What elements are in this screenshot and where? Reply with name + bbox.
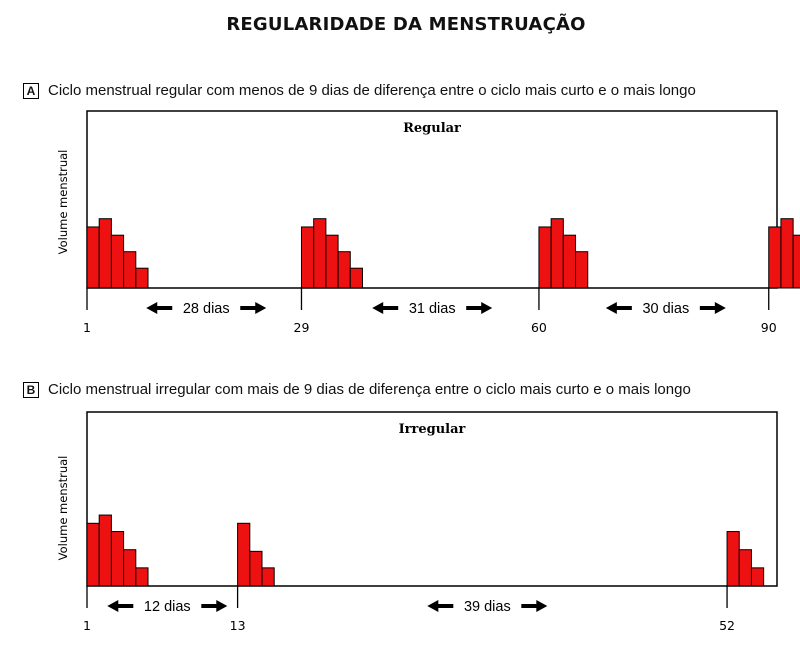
bar (538, 226, 552, 289)
bar-group-90 (768, 218, 800, 289)
arrow-left-icon (372, 302, 399, 314)
bar-group-13 (237, 522, 275, 587)
panel-a-heading: A Ciclo menstrual regular com menos de 9… (23, 82, 696, 99)
interval-label: 30 dias (642, 301, 689, 317)
bar (237, 522, 251, 587)
tick-label: 1 (83, 320, 91, 335)
interval-label: 28 dias (183, 301, 230, 317)
bar (562, 234, 577, 289)
chart-frame (86, 110, 778, 289)
bar (550, 218, 564, 289)
chart-title: Regular (403, 121, 461, 136)
bar (768, 226, 782, 289)
bar (110, 234, 125, 289)
bar (135, 567, 149, 587)
chart-frame (86, 411, 778, 587)
bar (750, 567, 765, 587)
interval-label: 39 dias (464, 599, 511, 615)
interval-label: 31 dias (409, 301, 456, 317)
bar (98, 218, 112, 289)
panel-a-heading-text: Ciclo menstrual regular com menos de 9 d… (48, 82, 696, 99)
bar (575, 251, 589, 289)
bar (313, 218, 327, 289)
bar-group-1 (86, 218, 149, 289)
bar-group-52 (726, 531, 765, 587)
tick-label: 60 (531, 320, 547, 335)
panel-a-letter: A (23, 82, 39, 99)
bar (726, 531, 740, 587)
bar (300, 226, 315, 289)
bar (86, 226, 100, 289)
chart-regular: Regular Volume menstrual 1 29 60 90 28 dias 31 … (56, 110, 800, 335)
chart-irregular: Irregular Volume menstrual 1 13 52 12 dias 39 … (56, 411, 778, 633)
panel-b-heading: B Ciclo menstrual irregular com mais de … (23, 381, 691, 398)
arrow-left-icon (427, 600, 454, 612)
tick-label: 1 (83, 618, 91, 633)
bar (123, 549, 137, 587)
bar (780, 218, 794, 289)
bar (738, 549, 752, 587)
chart-title: Irregular (399, 422, 466, 437)
panel-b-letter: B (23, 381, 39, 398)
bar (337, 251, 351, 289)
bar (325, 234, 339, 289)
interval-label: 12 dias (144, 599, 191, 615)
bar (98, 514, 112, 587)
panel-b-heading-text: Ciclo menstrual irregular com mais de 9 … (48, 381, 691, 398)
arrow-right-icon (240, 302, 267, 314)
arrow-right-icon (521, 600, 548, 612)
tick-label: 90 (761, 320, 777, 335)
tick-label: 29 (294, 320, 310, 335)
tick-label: 52 (719, 618, 735, 633)
y-axis-label: Volume menstrual (56, 456, 70, 561)
arrow-left-icon (107, 600, 134, 612)
arrow-right-icon (201, 600, 228, 612)
arrow-right-icon (699, 302, 726, 314)
bar (135, 267, 149, 289)
bar (349, 267, 363, 289)
bar (249, 550, 263, 587)
bar-group-60 (538, 218, 589, 289)
bar-group-29 (300, 218, 363, 289)
arrow-left-icon (146, 302, 173, 314)
bar (261, 567, 275, 587)
bar (110, 531, 125, 587)
arrow-right-icon (466, 302, 493, 314)
y-axis-label: Volume menstrual (56, 150, 70, 255)
arrow-left-icon (605, 302, 632, 314)
bar (86, 522, 100, 587)
bar (123, 251, 137, 289)
bar (792, 234, 800, 289)
main-title: REGULARIDADE DA MENSTRUAÇÃO (226, 14, 586, 35)
tick-label: 13 (230, 618, 246, 633)
bar-group-1 (86, 514, 149, 587)
